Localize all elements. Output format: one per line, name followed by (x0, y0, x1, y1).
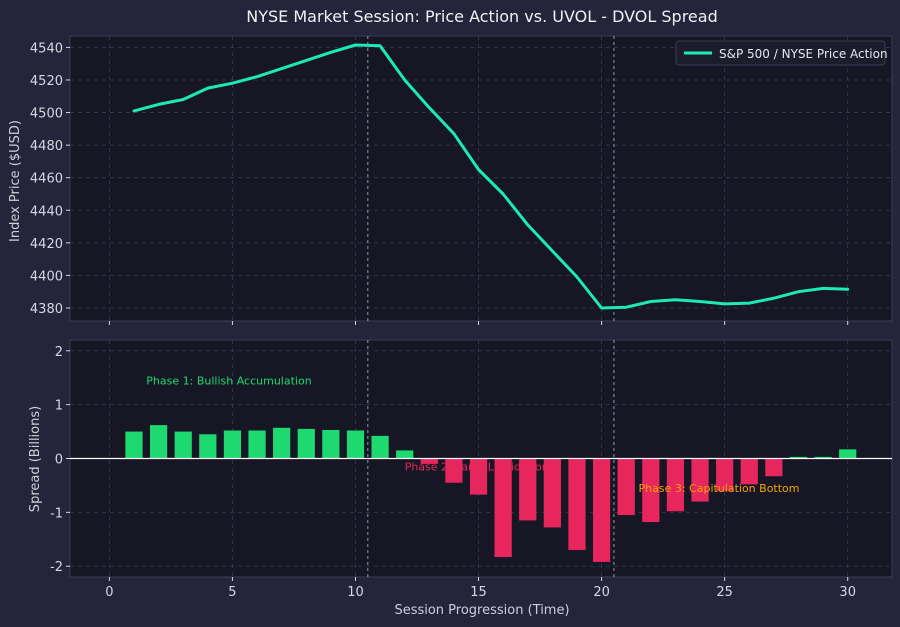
x-tick-label: 30 (839, 585, 856, 600)
spread-bar (568, 458, 586, 551)
y-tick-label: 4400 (30, 269, 63, 284)
spread-bar (765, 458, 783, 477)
spread-bar (346, 430, 365, 459)
x-tick-label: 25 (716, 585, 733, 600)
y-tick-label: 4520 (30, 74, 63, 89)
x-axis-label: Session Progression (Time) (394, 603, 569, 618)
spread-bar (445, 458, 463, 483)
price-line (132, 43, 850, 310)
y-tick-label: 4500 (30, 107, 63, 122)
y-tick-label: 2 (55, 345, 63, 360)
spread-bar (666, 458, 685, 512)
spread-bar (297, 428, 315, 459)
spread-bar (592, 458, 611, 562)
spread-bar (199, 434, 217, 459)
spread-bar (642, 458, 660, 523)
spread-bar (469, 458, 488, 495)
legend-label: S&P 500 / NYSE Price Action (719, 47, 888, 61)
spread-bar (273, 427, 291, 459)
y-tick-label: 4420 (30, 237, 63, 252)
x-tick-label: 10 (347, 585, 364, 600)
legend: S&P 500 / NYSE Price Action (675, 40, 888, 66)
y-tick-label: 4440 (30, 204, 63, 219)
legend-box (675, 40, 886, 66)
spread-bar (371, 435, 389, 459)
y-tick-label: -1 (50, 506, 63, 521)
spread-bar (519, 458, 537, 521)
phase-annotation: Phase 2: Panic Liquidation (405, 461, 549, 474)
spread-bar (691, 458, 709, 502)
x-tick-label: 0 (105, 585, 113, 600)
y-tick-label: 4480 (30, 139, 63, 154)
spread-panel: Phase 1: Bullish Accumulation Phase 2: Pa… (50, 339, 893, 600)
spread-axis-label: Spread (Billions) (28, 406, 43, 512)
spread-bar (494, 458, 512, 558)
y-tick-label: 0 (55, 453, 63, 468)
spread-bar (716, 458, 734, 491)
spread-bar (617, 458, 635, 516)
x-tick-label: 20 (593, 585, 610, 600)
spread-bar (814, 456, 832, 459)
spread-bar (248, 430, 266, 459)
price-axis-label: Index Price ($USD) (8, 120, 23, 242)
spread-bar (322, 429, 340, 459)
spread-bar (420, 458, 438, 464)
spread-bar (174, 431, 192, 459)
x-tick-label: 15 (470, 585, 487, 600)
spread-bar (839, 449, 857, 459)
y-tick-label: -2 (50, 560, 63, 575)
spread-bar (125, 431, 143, 459)
phase-annotation: Phase 3: Capitulation Bottom (639, 482, 800, 495)
spread-bar (543, 458, 561, 528)
spread-bar (789, 456, 808, 459)
y-tick-label: 4460 (30, 172, 63, 187)
spread-bar (740, 458, 758, 485)
y-tick-label: 4540 (30, 41, 63, 56)
x-tick-label: 5 (228, 585, 236, 600)
price-panel: 4380 4400 4420 4440 4460 4480 4500 4520 4540 S&P … (30, 35, 893, 325)
y-tick-label: 1 (55, 399, 63, 414)
phase-annotation: Phase 1: Bullish Accumulation (146, 374, 311, 387)
spread-bar (396, 450, 414, 459)
chart-title: NYSE Market Session: Price Action vs. UV… (246, 7, 717, 26)
y-tick-label: 4380 (30, 302, 63, 317)
spread-bar (149, 425, 168, 459)
spread-bar (223, 430, 242, 459)
price-plot-area (69, 35, 893, 322)
